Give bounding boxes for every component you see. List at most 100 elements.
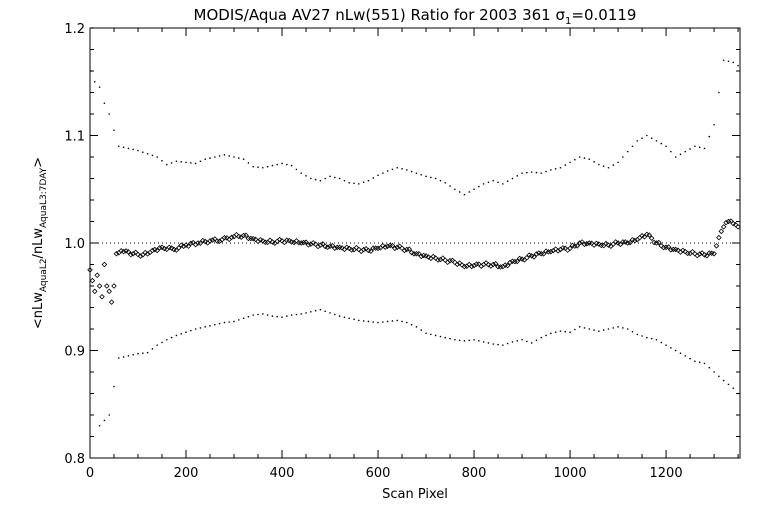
mean-point bbox=[202, 238, 208, 245]
mean-point bbox=[406, 246, 413, 252]
bound-point bbox=[574, 158, 576, 161]
mean-point bbox=[627, 239, 633, 246]
bound-point bbox=[617, 326, 619, 328]
bound-point bbox=[425, 175, 427, 178]
mean-point bbox=[394, 244, 401, 251]
mean-point bbox=[624, 240, 631, 246]
bound-point bbox=[430, 333, 432, 336]
bound-point bbox=[300, 313, 303, 315]
bound-point bbox=[415, 172, 418, 174]
mean-point bbox=[308, 241, 314, 247]
mean-point bbox=[300, 239, 307, 246]
bound-point bbox=[646, 134, 648, 137]
mean-point bbox=[524, 255, 530, 261]
bound-point bbox=[607, 166, 610, 169]
bound-point bbox=[377, 174, 379, 177]
bound-point bbox=[127, 147, 130, 150]
bound-point bbox=[454, 188, 456, 191]
bound-point bbox=[262, 313, 264, 315]
mean-point bbox=[576, 240, 583, 246]
bound-point bbox=[324, 310, 327, 313]
x-axis-ticks: 0 200 400 600 800 1000 1200 bbox=[86, 28, 739, 481]
bound-point bbox=[238, 157, 240, 159]
mean-point bbox=[572, 243, 578, 249]
bound-point bbox=[343, 179, 346, 182]
ylabel-close: > bbox=[31, 157, 46, 168]
bound-point bbox=[698, 361, 701, 364]
mean-point bbox=[260, 238, 266, 244]
bound-point bbox=[334, 313, 336, 316]
bound-point bbox=[545, 334, 547, 337]
mean-point bbox=[135, 251, 141, 258]
bound-point bbox=[372, 177, 375, 179]
mean-point bbox=[459, 262, 465, 268]
bound-point bbox=[266, 314, 269, 316]
mean-point bbox=[130, 250, 136, 257]
ylabel-open: <nLw bbox=[31, 292, 46, 329]
bound-point bbox=[228, 155, 231, 157]
bound-point bbox=[252, 314, 255, 316]
mean-point bbox=[454, 261, 461, 268]
mean-point bbox=[168, 245, 175, 251]
bound-point bbox=[377, 321, 379, 324]
bound-point bbox=[708, 366, 711, 369]
bound-point bbox=[588, 158, 591, 160]
mean-point bbox=[392, 245, 398, 252]
mean-point bbox=[680, 247, 686, 254]
bound-point bbox=[329, 312, 331, 314]
bound-point bbox=[391, 168, 394, 171]
mean-point bbox=[197, 240, 204, 246]
chart-title: MODIS/Aqua AV27 nLw(551) Ratio for 2003 … bbox=[194, 6, 637, 27]
bound-point bbox=[242, 158, 245, 160]
mean-point bbox=[384, 243, 391, 249]
mean-point bbox=[363, 245, 369, 252]
bound-point bbox=[468, 191, 471, 193]
mean-point bbox=[725, 218, 732, 225]
bound-point bbox=[247, 162, 250, 164]
bound-point bbox=[665, 344, 667, 346]
bound-point bbox=[290, 314, 293, 316]
mean-point bbox=[718, 228, 725, 235]
bound-point bbox=[636, 333, 639, 336]
bound-point bbox=[281, 162, 283, 165]
bound-point bbox=[535, 339, 538, 342]
mean-point bbox=[646, 232, 653, 238]
bound-point bbox=[650, 137, 653, 139]
bound-point bbox=[703, 147, 706, 150]
bound-point bbox=[607, 328, 610, 330]
bound-point bbox=[540, 172, 543, 174]
bound-point bbox=[228, 321, 231, 323]
mean-point bbox=[154, 247, 160, 254]
bound-point bbox=[161, 341, 163, 344]
bound-point bbox=[185, 161, 187, 164]
bound-point bbox=[209, 324, 211, 327]
bound-point bbox=[156, 156, 159, 158]
bound-point bbox=[660, 341, 663, 344]
bound-point bbox=[540, 336, 543, 339]
bound-point bbox=[295, 313, 298, 316]
mean-point bbox=[279, 238, 285, 244]
bound-point bbox=[626, 150, 629, 153]
bound-point bbox=[478, 340, 480, 342]
bound-point bbox=[113, 129, 115, 131]
bound-point bbox=[593, 329, 595, 331]
bound-point bbox=[559, 166, 562, 169]
mean-point bbox=[656, 239, 662, 246]
bound-point bbox=[473, 188, 475, 191]
bound-point bbox=[151, 154, 154, 157]
bound-point bbox=[583, 157, 586, 159]
mean-point bbox=[404, 246, 410, 253]
bound-point bbox=[367, 320, 370, 323]
bound-point bbox=[103, 102, 106, 105]
mean-point bbox=[315, 243, 321, 250]
series-lower-bound bbox=[98, 308, 739, 427]
mean-point bbox=[699, 250, 705, 256]
mean-point bbox=[483, 260, 489, 266]
bound-point bbox=[487, 342, 490, 344]
mean-point bbox=[111, 283, 117, 289]
mean-point bbox=[567, 245, 573, 252]
mean-point bbox=[216, 238, 223, 244]
mean-point bbox=[113, 250, 120, 257]
bound-point bbox=[670, 150, 672, 153]
bound-point bbox=[574, 328, 576, 331]
